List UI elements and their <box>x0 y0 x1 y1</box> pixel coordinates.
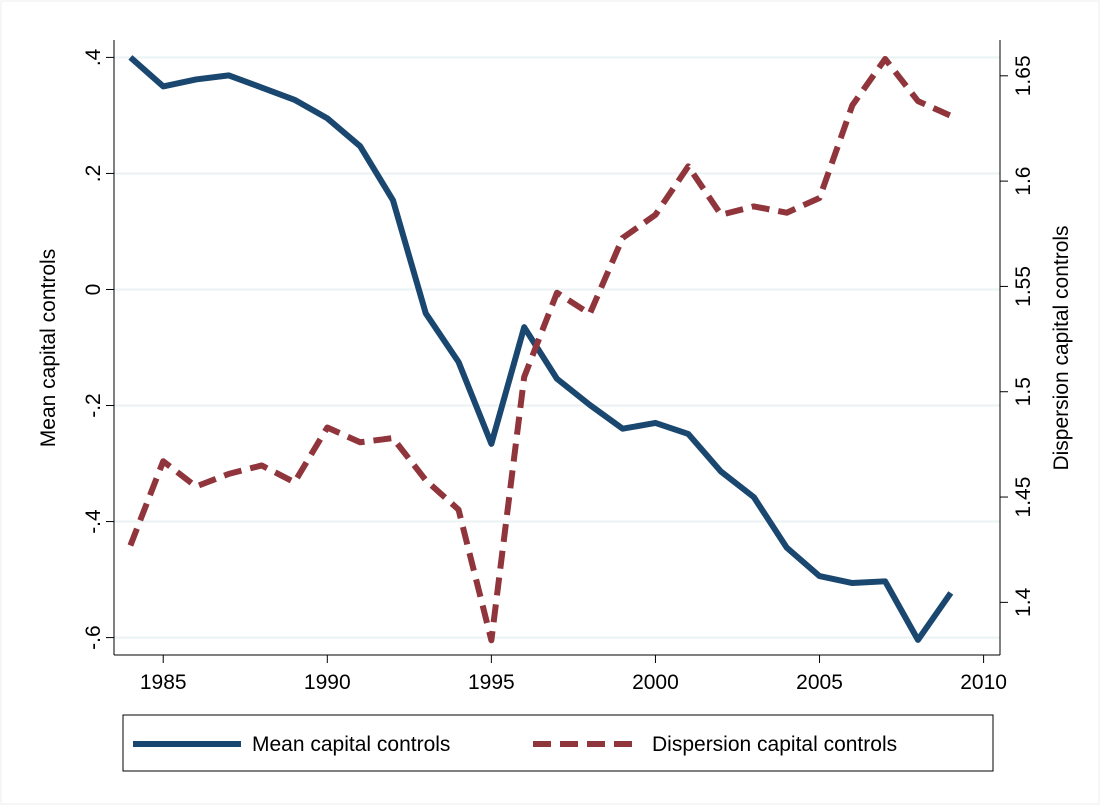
plot-area <box>114 40 1000 655</box>
y-tick-label: -.4 <box>82 509 105 534</box>
y2-tick-label: 1.55 <box>1012 266 1035 307</box>
x-tick-label: 1990 <box>304 671 351 694</box>
y2-axis-title: Dispersion capital controls <box>1050 225 1073 470</box>
legend-label: Dispersion capital controls <box>652 733 897 756</box>
y-axis-title: Mean capital controls <box>37 249 60 447</box>
x-tick-label: 2010 <box>960 671 1007 694</box>
y2-tick-label: 1.4 <box>1012 587 1035 617</box>
series-line <box>128 55 954 643</box>
x-tick-label: 1985 <box>140 671 187 694</box>
y-tick-label: -.2 <box>82 393 105 418</box>
legend <box>122 714 994 772</box>
x-tick-label: 1995 <box>468 671 515 694</box>
x-tick-label: 2005 <box>796 671 843 694</box>
series-line <box>127 55 953 644</box>
y-tick-label: .2 <box>82 165 105 183</box>
y2-tick-label: 1.5 <box>1012 377 1035 406</box>
y2-tick-label: 1.45 <box>1012 477 1035 518</box>
y-tick-label: 0 <box>82 284 105 296</box>
x-tick-label: 2000 <box>632 671 679 694</box>
y-tick-label: -.6 <box>82 625 105 650</box>
y2-tick-label: 1.65 <box>1012 55 1035 96</box>
y-tick-label: .4 <box>82 48 105 66</box>
y2-tick-label: 1.6 <box>1012 167 1035 196</box>
legend-label: Mean capital controls <box>252 733 450 756</box>
